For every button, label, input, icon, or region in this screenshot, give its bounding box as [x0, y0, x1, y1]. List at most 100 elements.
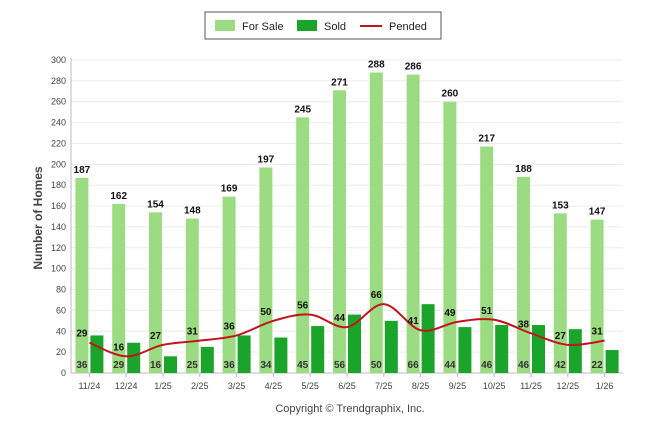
- data-label-for-sale-12: 188: [515, 164, 532, 175]
- data-label-sold-0: 36: [76, 360, 88, 371]
- x-tick-label-4: 3/25: [228, 381, 246, 391]
- legend-label-sold: Sold: [324, 21, 346, 33]
- data-label-pended-4: 36: [224, 321, 236, 332]
- y-tick-label-220: 220: [51, 138, 66, 148]
- bar-sold-9: [421, 304, 435, 373]
- data-label-sold-7: 56: [334, 360, 346, 371]
- x-tick-label-1: 12/24: [115, 381, 138, 391]
- data-label-sold-10: 44: [444, 360, 456, 371]
- x-tick-label-10: 9/25: [449, 381, 467, 391]
- bar-for-sale-11: [480, 146, 494, 373]
- data-label-sold-3: 25: [187, 360, 199, 371]
- bar-for-sale-13: [553, 213, 567, 373]
- y-tick-label-260: 260: [51, 97, 66, 107]
- data-label-pended-0: 29: [76, 329, 88, 340]
- data-label-sold-1: 29: [113, 360, 125, 371]
- data-label-sold-14: 22: [592, 360, 604, 371]
- y-tick-label-120: 120: [51, 243, 66, 253]
- data-label-pended-8: 66: [371, 290, 383, 301]
- y-axis-label: Number of Homes: [31, 166, 45, 270]
- x-tick-label-9: 8/25: [412, 381, 430, 391]
- y-tick-label-140: 140: [51, 222, 66, 232]
- bar-sold-8: [384, 320, 398, 373]
- chart-data-labels: 187 36 29 162 29 16 154 16 27 148 25 31 169 36 36 197 34…: [74, 60, 606, 371]
- bar-for-sale-10: [443, 101, 457, 373]
- bar-sold-11: [495, 325, 509, 373]
- data-label-sold-9: 66: [408, 360, 420, 371]
- data-label-pended-10: 49: [444, 308, 456, 319]
- bar-sold-0: [90, 335, 104, 373]
- data-label-sold-13: 42: [555, 360, 567, 371]
- x-tick-label-12: 11/25: [520, 381, 542, 391]
- bar-sold-3: [200, 346, 214, 373]
- x-tick-label-3: 2/25: [191, 381, 209, 391]
- bar-for-sale-12: [517, 176, 530, 373]
- data-label-for-sale-14: 147: [589, 207, 606, 218]
- bar-for-sale-7: [333, 90, 346, 374]
- bar-sold-4: [237, 335, 251, 373]
- bar-for-sale-8: [369, 72, 383, 374]
- x-tick-label-14: 1/26: [596, 381, 614, 391]
- chart-grid: [71, 59, 623, 353]
- y-tick-label-180: 180: [51, 180, 66, 190]
- data-label-pended-1: 16: [113, 342, 125, 353]
- data-label-pended-14: 31: [592, 327, 604, 338]
- data-label-for-sale-8: 288: [368, 60, 385, 71]
- legend-label-pended: Pended: [389, 21, 427, 33]
- y-tick-label-80: 80: [56, 285, 66, 295]
- chart-axes: 0 20 40 60 80 100 120 140 160 180 200 220 240 260 280 3…: [51, 55, 623, 391]
- x-tick-label-0: 11/24: [78, 381, 100, 391]
- data-label-pended-7: 44: [334, 313, 346, 324]
- x-tick-label-13: 12/25: [557, 381, 580, 391]
- bar-for-sale-0: [75, 177, 89, 373]
- bar-for-sale-5: [259, 167, 273, 373]
- data-label-for-sale-2: 154: [147, 199, 164, 210]
- bar-sold-6: [311, 326, 325, 373]
- x-tick-label-7: 6/25: [338, 381, 356, 391]
- data-label-pended-5: 50: [260, 307, 272, 318]
- y-tick-label-100: 100: [51, 264, 66, 274]
- bar-for-sale-6: [296, 117, 310, 373]
- data-label-sold-4: 36: [224, 360, 236, 371]
- data-label-pended-11: 51: [481, 306, 493, 317]
- data-label-pended-6: 56: [297, 301, 309, 312]
- y-tick-label-20: 20: [56, 347, 66, 357]
- bar-for-sale-9: [406, 74, 420, 374]
- data-label-sold-8: 50: [371, 360, 383, 371]
- chart-legend: For Sale Sold Pended: [204, 11, 442, 40]
- y-tick-label-0: 0: [61, 368, 66, 378]
- data-label-sold-2: 16: [150, 360, 162, 371]
- bar-for-sale-2: [149, 212, 162, 373]
- data-label-for-sale-6: 245: [294, 104, 311, 115]
- legend-swatch-for-sale: [215, 20, 235, 31]
- bar-for-sale-4: [222, 196, 236, 373]
- chart-bars: [75, 72, 619, 374]
- data-label-for-sale-11: 217: [478, 134, 495, 145]
- y-tick-label-240: 240: [51, 118, 66, 128]
- data-label-pended-12: 38: [518, 319, 530, 330]
- data-label-for-sale-13: 153: [552, 200, 569, 211]
- pended-series-line: [89, 303, 605, 358]
- bar-sold-10: [458, 327, 472, 373]
- data-label-for-sale-7: 271: [331, 77, 348, 88]
- bar-sold-2: [164, 356, 177, 373]
- data-label-for-sale-4: 169: [221, 184, 238, 195]
- data-label-for-sale-3: 148: [184, 206, 201, 217]
- bar-sold-12: [532, 325, 545, 373]
- y-tick-label-40: 40: [56, 326, 66, 336]
- y-tick-label-300: 300: [51, 55, 66, 65]
- legend-swatch-sold: [297, 20, 317, 31]
- bar-for-sale-1: [112, 203, 126, 373]
- data-label-pended-3: 31: [187, 327, 199, 338]
- x-tick-label-2: 1/25: [154, 381, 172, 391]
- bar-sold-5: [274, 337, 288, 373]
- bar-sold-13: [568, 329, 582, 373]
- y-tick-label-60: 60: [56, 305, 66, 315]
- data-label-sold-11: 46: [481, 360, 493, 371]
- x-tick-label-5: 4/25: [265, 381, 283, 391]
- chart-pended-line: [89, 303, 605, 358]
- data-label-for-sale-1: 162: [110, 191, 127, 202]
- legend-label-for-sale: For Sale: [242, 21, 284, 33]
